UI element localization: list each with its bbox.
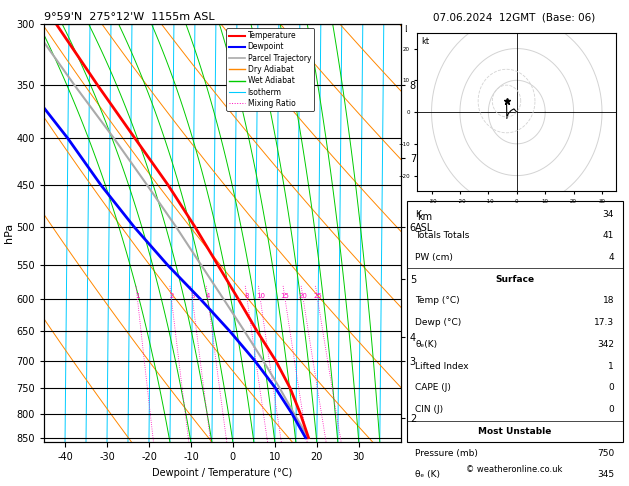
- Text: 25: 25: [313, 293, 322, 299]
- Text: Pressure (mb): Pressure (mb): [415, 449, 478, 458]
- Text: K: K: [415, 209, 421, 219]
- Text: 9°59'N  275°12'W  1155m ASL: 9°59'N 275°12'W 1155m ASL: [44, 12, 214, 22]
- Text: LCL: LCL: [404, 25, 420, 35]
- Y-axis label: hPa: hPa: [4, 223, 14, 243]
- Bar: [406, 201, 623, 442]
- Text: CAPE (J): CAPE (J): [415, 383, 451, 392]
- Text: 17.3: 17.3: [594, 318, 614, 327]
- Text: 10: 10: [256, 293, 265, 299]
- Text: 15: 15: [281, 293, 289, 299]
- Text: 3: 3: [190, 293, 195, 299]
- Text: 0: 0: [608, 405, 614, 414]
- Text: 20: 20: [299, 293, 308, 299]
- X-axis label: Dewpoint / Temperature (°C): Dewpoint / Temperature (°C): [152, 468, 292, 478]
- Text: 345: 345: [597, 470, 614, 479]
- Text: Temp (°C): Temp (°C): [415, 296, 460, 306]
- Title: 07.06.2024  12GMT  (Base: 06): 07.06.2024 12GMT (Base: 06): [433, 12, 596, 22]
- Text: 18: 18: [603, 296, 614, 306]
- Text: © weatheronline.co.uk: © weatheronline.co.uk: [467, 465, 563, 474]
- Text: 342: 342: [597, 340, 614, 349]
- Text: Lifted Index: Lifted Index: [415, 362, 469, 371]
- Text: 41: 41: [603, 231, 614, 240]
- Text: Dewp (°C): Dewp (°C): [415, 318, 462, 327]
- Text: 2: 2: [169, 293, 174, 299]
- Text: 1: 1: [608, 362, 614, 371]
- Text: Totals Totals: Totals Totals: [415, 231, 469, 240]
- Y-axis label: km
ASL: km ASL: [415, 212, 433, 233]
- Text: θₑ (K): θₑ (K): [415, 470, 440, 479]
- Text: 34: 34: [603, 209, 614, 219]
- Text: 4: 4: [206, 293, 210, 299]
- Text: 8: 8: [245, 293, 249, 299]
- Text: Surface: Surface: [495, 275, 534, 284]
- Text: θₑ(K): θₑ(K): [415, 340, 437, 349]
- Text: 750: 750: [597, 449, 614, 458]
- Legend: Temperature, Dewpoint, Parcel Trajectory, Dry Adiabat, Wet Adiabat, Isotherm, Mi: Temperature, Dewpoint, Parcel Trajectory…: [226, 28, 314, 111]
- Text: 0: 0: [608, 383, 614, 392]
- Text: Most Unstable: Most Unstable: [478, 427, 551, 436]
- Text: 1: 1: [135, 293, 140, 299]
- Text: 4: 4: [608, 253, 614, 262]
- Text: CIN (J): CIN (J): [415, 405, 443, 414]
- Text: PW (cm): PW (cm): [415, 253, 453, 262]
